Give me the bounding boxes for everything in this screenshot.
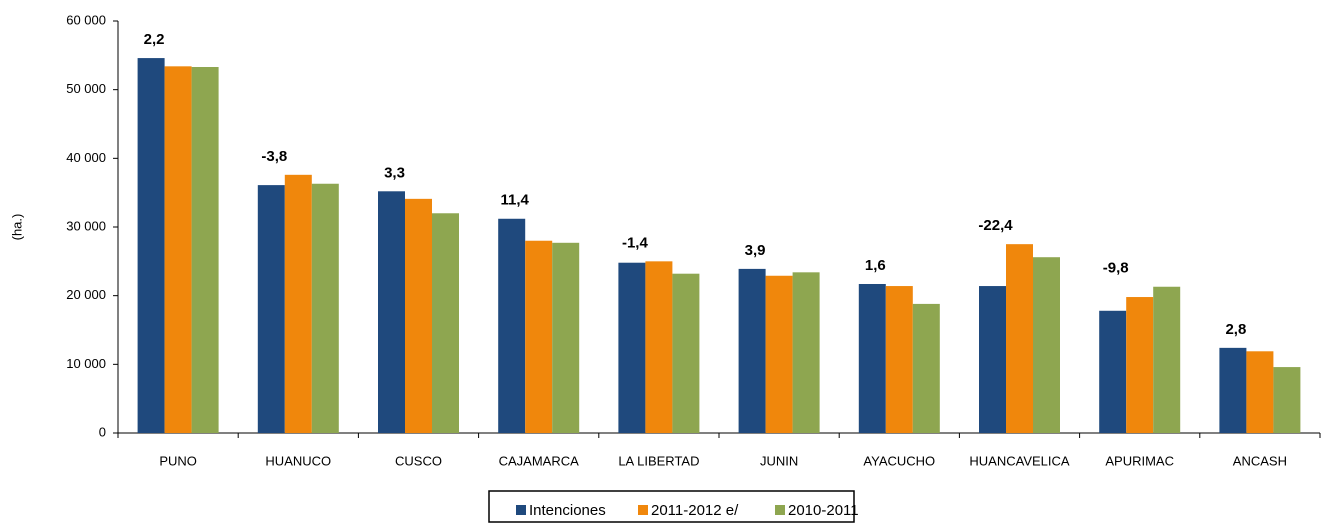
legend-label: 2010-2011 — [788, 502, 859, 519]
legend-label: 2011-2012 e/ — [651, 502, 739, 519]
annotation: -22,4 — [978, 217, 1013, 234]
legend-marker — [638, 505, 648, 515]
bar — [885, 286, 913, 433]
annotation: 3,9 — [745, 242, 766, 259]
y-tick-label: 0 — [99, 424, 106, 439]
annotation: 11,4 — [501, 192, 530, 209]
x-tick-label: LA LIBERTAD — [618, 453, 699, 468]
bar — [1153, 286, 1181, 433]
annotation: -3,8 — [261, 148, 287, 165]
bar — [618, 262, 646, 433]
bar — [792, 272, 820, 433]
bar — [498, 218, 526, 433]
x-tick-label: ANCASH — [1233, 453, 1287, 468]
annotation: 3,3 — [384, 164, 405, 181]
x-tick-label: CUSCO — [395, 453, 442, 468]
x-tick-label: PUNO — [159, 453, 197, 468]
bar — [378, 191, 405, 433]
bar — [1099, 310, 1127, 433]
bar — [1126, 297, 1154, 433]
x-tick-label: HUANCAVELICA — [969, 453, 1070, 468]
legend-marker — [775, 505, 785, 515]
bar — [738, 268, 766, 433]
bar — [979, 286, 1006, 433]
y-tick-label: 20 000 — [66, 287, 106, 302]
bar — [405, 198, 432, 433]
bar — [164, 66, 192, 433]
legend-box — [488, 490, 855, 523]
bar — [1273, 367, 1301, 433]
legend-marker — [516, 505, 526, 515]
y-tick-label: 50 000 — [66, 81, 106, 96]
x-tick-label: HUANUCO — [265, 453, 331, 468]
y-tick-label: 60 000 — [66, 12, 106, 27]
x-tick-label: APURIMAC — [1105, 453, 1174, 468]
x-tick-label: CAJAMARCA — [499, 453, 580, 468]
y-tick-label: 10 000 — [66, 356, 106, 371]
bar — [284, 174, 312, 433]
bar — [1006, 244, 1033, 433]
annotation: 2,8 — [1225, 321, 1246, 338]
bar — [672, 273, 700, 433]
bar — [137, 58, 165, 434]
bar — [1219, 347, 1247, 433]
annotation: 1,6 — [865, 257, 886, 274]
bar — [257, 185, 285, 433]
bar — [432, 213, 459, 433]
y-tick-label: 40 000 — [66, 150, 106, 165]
bar — [1033, 257, 1060, 433]
bar — [311, 183, 339, 433]
y-tick-label: 30 000 — [66, 218, 106, 233]
legend-label: Intenciones — [529, 502, 606, 519]
bar — [912, 303, 940, 433]
bar — [645, 261, 673, 433]
bar — [765, 275, 793, 433]
bar — [525, 240, 553, 433]
bar — [552, 242, 580, 433]
x-tick-label: AYACUCHO — [863, 453, 935, 468]
annotation: 2,2 — [144, 31, 165, 48]
bar — [1246, 351, 1274, 433]
x-tick-label: JUNIN — [760, 453, 798, 468]
bar — [858, 283, 886, 433]
y-axis-label: (ha.) — [9, 214, 24, 241]
annotation: -1,4 — [622, 234, 649, 251]
annotation: -9,8 — [1103, 260, 1129, 277]
bar — [191, 67, 219, 434]
